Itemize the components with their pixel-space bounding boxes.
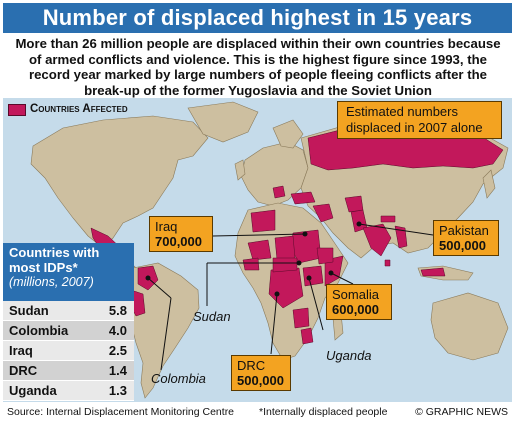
drc-callout-value: 500,000 [237, 373, 284, 388]
nepal-affected [380, 215, 396, 223]
southern-africa-affected [292, 307, 310, 329]
table-row: Colombia 4.0 [3, 321, 134, 341]
iraq-affected [312, 203, 334, 223]
cote-divoire-affected [242, 257, 260, 271]
japan-landmass [482, 169, 496, 199]
table-row: Sudan 5.8 [3, 301, 134, 321]
uganda-kenya-affected [302, 265, 324, 287]
idp-table-heading: Countries with most IDPs* [9, 245, 100, 275]
iraq-callout-name: Iraq [155, 219, 178, 234]
legend-swatch [8, 104, 26, 116]
iraq-callout: Iraq 700,000 [149, 216, 213, 252]
turkey-affected [290, 191, 316, 205]
idp-table-header: Countries with most IDPs* (millions, 200… [3, 243, 134, 301]
drc-dot [274, 291, 280, 297]
table-row: DRC 1.4 [3, 361, 134, 381]
colombia-dot [145, 275, 151, 281]
drc-callout: DRC 500,000 [231, 355, 291, 391]
greenland-landmass [187, 101, 259, 143]
table-country: Uganda [9, 383, 57, 398]
uk-landmass [234, 159, 246, 181]
source-text: Source: Internal Displacement Monitoring… [7, 406, 235, 418]
west-africa-affected [247, 239, 272, 261]
table-country: Sudan [9, 303, 49, 318]
scandinavia-landmass [272, 119, 304, 149]
somalia-callout-value: 600,000 [332, 302, 379, 317]
north-america-landmass [30, 115, 209, 249]
table-value: 2.5 [108, 343, 127, 358]
somalia-callout-name: Somalia [332, 287, 379, 302]
table-value: 4.0 [108, 323, 127, 338]
intro-text: More than 26 million people are displace… [15, 36, 501, 98]
zimbabwe-affected [300, 327, 314, 345]
table-value: 5.8 [108, 303, 127, 318]
balkans-affected [272, 185, 286, 199]
iraq-callout-value: 700,000 [155, 234, 202, 249]
sudan-dot [296, 260, 302, 266]
table-row: Iraq 2.5 [3, 341, 134, 361]
iraq-dot [302, 231, 308, 237]
table-country: Colombia [9, 323, 69, 338]
chad-affected [274, 235, 296, 261]
somalia-callout: Somalia 600,000 [326, 284, 392, 320]
table-value: 1.4 [108, 363, 127, 378]
pakistan-callout-value: 500,000 [439, 238, 486, 253]
table-value: 1.3 [108, 383, 127, 398]
uganda-map-label: Uganda [326, 348, 372, 363]
idp-table: Countries with most IDPs* (millions, 200… [3, 243, 134, 401]
ethiopia-affected [316, 247, 334, 265]
drc-leader [270, 293, 278, 355]
sri-lanka-affected [384, 259, 391, 267]
drc-callout-name: DRC [237, 358, 266, 373]
somalia-dot [328, 270, 334, 276]
myanmar-affected [394, 225, 408, 249]
idp-table-subheading: (millions, 2007) [9, 275, 94, 289]
somalia-leader [330, 272, 354, 285]
indonesia-affected [420, 267, 446, 277]
pakistan-callout-name: Pakistan [439, 223, 489, 238]
colombia-leader [147, 277, 172, 299]
pakistan-leader [358, 223, 434, 236]
pakistan-dot [356, 221, 362, 227]
footnote-text: *Internally displaced people [259, 406, 388, 418]
sudan-map-label: Sudan [193, 309, 231, 324]
car-affected [272, 257, 298, 273]
page-title: Number of displaced highest in 15 years [3, 3, 512, 33]
table-country: DRC [9, 363, 38, 378]
india-affected [362, 223, 392, 257]
footer: Source: Internal Displacement Monitoring… [3, 402, 512, 422]
table-row: Uganda 1.3 [3, 381, 134, 401]
pakistan-callout: Pakistan 500,000 [433, 220, 499, 256]
somalia-affected [324, 255, 344, 287]
colombia-map-label: Colombia [151, 371, 206, 386]
uganda-dot [306, 275, 312, 281]
estimate-callout: Estimated numbers displaced in 2007 alon… [337, 101, 502, 139]
australia-landmass [430, 292, 509, 361]
legend-label: Countries Affected [30, 103, 128, 115]
iraq-leader [212, 233, 306, 237]
algeria-affected [250, 209, 276, 233]
colombia-leader-v [160, 297, 172, 371]
table-country: Iraq [9, 343, 33, 358]
credit-text: © GRAPHIC NEWS [415, 406, 508, 418]
uganda-leader [308, 277, 324, 331]
